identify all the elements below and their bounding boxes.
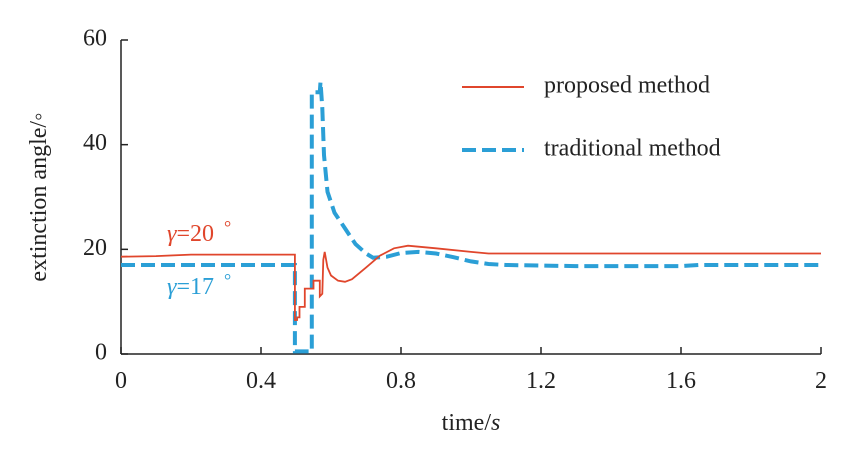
legend-label-proposed: proposed method xyxy=(544,73,710,99)
series-layer xyxy=(120,81,821,354)
annotation-gamma-20-value: =20 xyxy=(176,221,214,247)
annotation-gamma-20-degree: ° xyxy=(224,217,231,237)
x-tick-label: 0.4 xyxy=(246,368,276,394)
y-axis-title: extinction angle/◦ xyxy=(26,112,52,281)
x-axis-title: time/s xyxy=(442,410,501,436)
x-tick-label: 0 xyxy=(115,368,127,394)
y-tick-label: 20 xyxy=(83,235,107,261)
y-tick-label: 40 xyxy=(83,130,107,156)
series-line-traditional xyxy=(121,81,821,354)
axes xyxy=(120,40,821,355)
legend: proposed method traditional method xyxy=(462,73,721,162)
x-axis-title-main: time/ xyxy=(442,410,492,436)
annotation-gamma-20-symbol: γ xyxy=(167,221,177,247)
annotation-gamma-17-value: =17 xyxy=(176,274,214,300)
annotation-gamma-17: γ=17 ° xyxy=(167,270,231,300)
y-tick-label: 60 xyxy=(83,26,107,52)
y-tick-label: 0 xyxy=(95,340,107,366)
annotation-gamma-17-degree: ° xyxy=(224,270,231,290)
x-axis-title-unit: s xyxy=(491,410,500,436)
x-tick-label: 2 xyxy=(815,368,827,394)
annotation-gamma-17-symbol: γ xyxy=(167,274,177,300)
legend-label-traditional: traditional method xyxy=(544,136,721,162)
x-tick-label: 0.8 xyxy=(386,368,416,394)
x-tick-label: 1.2 xyxy=(526,368,556,394)
series-line-proposed xyxy=(120,244,821,321)
x-tick-label: 1.6 xyxy=(666,368,696,394)
annotation-gamma-20: γ=20 ° xyxy=(167,217,231,247)
